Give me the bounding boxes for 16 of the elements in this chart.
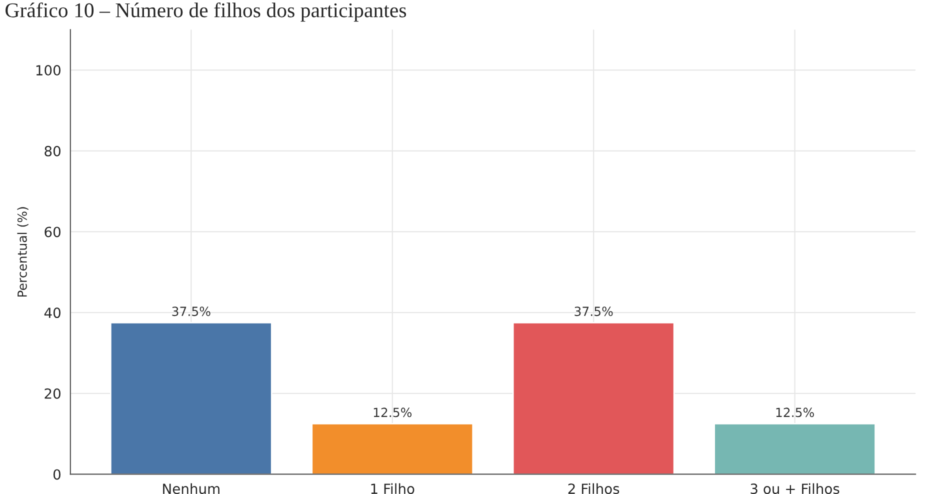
- y-tick-label: 60: [44, 226, 60, 238]
- y-tick-label: 100: [36, 65, 60, 76]
- data-label: 37.5%: [172, 306, 210, 316]
- y-tick-label: 80: [44, 146, 60, 156]
- y-tick-label: 40: [44, 308, 60, 318]
- x-tick-label: 1 Filho: [371, 483, 414, 494]
- y-tick-label: 0: [53, 469, 60, 480]
- x-tick-label: Nenhum: [163, 483, 220, 494]
- chart-title: Gráfico 10 – Número de filhos dos participantes: [6, 2, 406, 22]
- y-axis-title: Percentual (%): [17, 207, 28, 297]
- x-tick-label: 3 ou + Filhos: [750, 483, 840, 494]
- x-tick-label: 2 Filhos: [568, 483, 620, 494]
- data-label: 12.5%: [776, 408, 814, 418]
- data-label: 37.5%: [574, 306, 613, 316]
- y-tick-label: 20: [44, 388, 60, 399]
- data-label: 12.5%: [374, 408, 412, 418]
